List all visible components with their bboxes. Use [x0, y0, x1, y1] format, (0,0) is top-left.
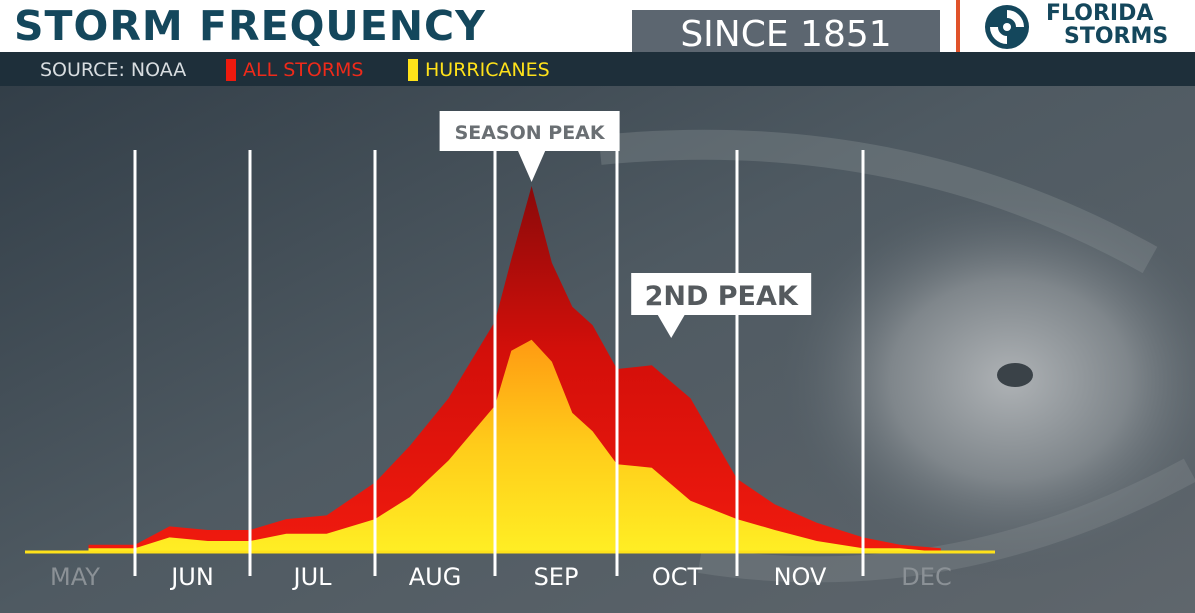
x-tick-label: JUN [169, 563, 214, 591]
season-peak-label: SEASON PEAK [455, 122, 606, 144]
since-badge: SINCE 1851 [632, 10, 940, 60]
x-tick-label: DEC [901, 563, 951, 591]
legend-swatch-all-storms [226, 59, 236, 81]
subheader-bar [0, 52, 1195, 86]
legend-label-hurricanes: HURRICANES [425, 59, 550, 81]
x-tick-label: OCT [652, 563, 703, 591]
brand-logo: FLORIDA STORMS [984, 2, 1190, 50]
x-tick-label: JUL [291, 563, 332, 591]
storm-frequency-chart: MAY JUN JUL AUG SEP OCT NOV DEC SEASON PEAK 2ND P… [25, 111, 995, 591]
legend-label-all-storms: ALL STORMS [243, 59, 364, 81]
x-tick-label: SEP [534, 563, 579, 591]
season-peak-callout: SEASON PEAK [439, 111, 620, 182]
logo-text-line1: FLORIDA [1046, 1, 1154, 26]
logo-text-line2: STORMS [1064, 24, 1169, 49]
x-tick-label: NOV [774, 563, 827, 591]
hurricanes-area [88, 339, 941, 552]
second-peak-label: 2ND PEAK [645, 281, 799, 312]
x-tick-label: MAY [50, 563, 100, 591]
x-tick-label: AUG [409, 563, 462, 591]
second-peak-callout: 2ND PEAK [631, 273, 812, 338]
page-title: STORM FREQUENCY [14, 2, 486, 50]
hurricane-icon [985, 5, 1029, 49]
source-label: SOURCE: NOAA [40, 59, 187, 81]
legend-swatch-hurricanes [408, 59, 418, 81]
legend-hurricanes: HURRICANES [408, 58, 550, 82]
header-divider [956, 0, 960, 52]
legend-all-storms: ALL STORMS [226, 58, 364, 82]
